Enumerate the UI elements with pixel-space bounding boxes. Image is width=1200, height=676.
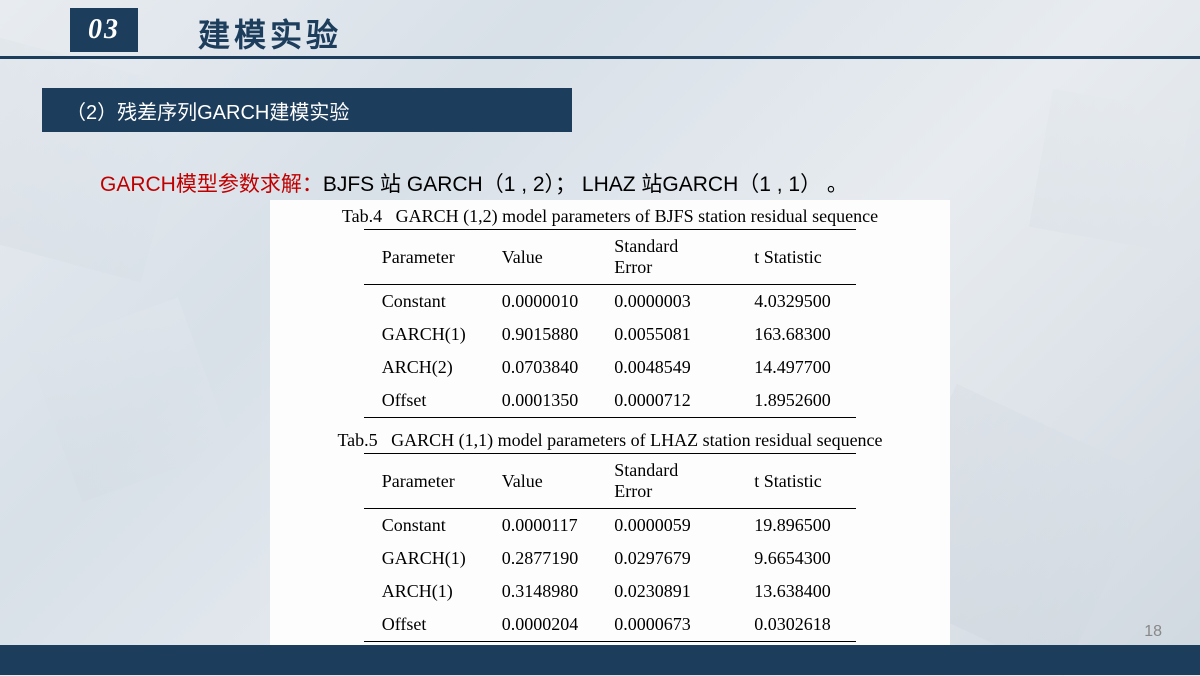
section-title: 建模实验	[198, 10, 342, 56]
table-row: Constant0.00001170.000005919.896500	[364, 509, 857, 543]
tables-container: Tab.4 GARCH (1,2) model parameters of BJ…	[270, 200, 950, 648]
table5-caption: Tab.5 GARCH (1,1) model parameters of LH…	[270, 424, 950, 453]
bg-decor	[1029, 89, 1191, 251]
page-number: 18	[1144, 623, 1162, 641]
table-row: GARCH(1)0.90158800.0055081163.68300	[364, 318, 857, 351]
table-row: Offset0.00002040.00006730.0302618	[364, 608, 857, 642]
table5-col-0: Parameter	[364, 454, 484, 509]
table5: Parameter Value Standard Error t Statist…	[364, 453, 857, 642]
table5-col-1: Value	[484, 454, 597, 509]
table4-col-2: Standard Error	[596, 230, 736, 285]
title-underline	[0, 56, 1200, 59]
table5-body: Constant0.00001170.000005919.896500 GARC…	[364, 509, 857, 642]
body-black: BJFS 站 GARCH（1 , 2）； LHAZ 站GARCH（1 , 1） …	[323, 173, 848, 196]
table4-body: Constant0.00000100.00000034.0329500 GARC…	[364, 285, 857, 418]
table-row: Offset0.00013500.00007121.8952600	[364, 384, 857, 418]
table4-col-0: Parameter	[364, 230, 484, 285]
table5-col-3: t Statistic	[736, 454, 856, 509]
subtitle-text: （2）残差序列GARCH建模实验	[66, 96, 349, 125]
slide-header: 03 建模实验	[0, 8, 1200, 56]
table-row: ARCH(2)0.07038400.004854914.497700	[364, 351, 857, 384]
table4-col-1: Value	[484, 230, 597, 285]
body-red: GARCH模型参数求解：	[100, 173, 323, 196]
table4-col-3: t Statistic	[736, 230, 856, 285]
section-number-box: 03	[70, 8, 138, 52]
bg-decor	[0, 38, 192, 283]
table4-label: Tab.4	[342, 206, 382, 226]
table4: Parameter Value Standard Error t Statist…	[364, 229, 857, 418]
bg-decor	[27, 297, 232, 502]
table4-caption-text: GARCH (1,2) model parameters of BJFS sta…	[396, 206, 878, 226]
table5-col-2: Standard Error	[596, 454, 736, 509]
section-number: 03	[88, 14, 120, 46]
table5-label: Tab.5	[337, 430, 377, 450]
body-text: GARCH模型参数求解：BJFS 站 GARCH（1 , 2）； LHAZ 站G…	[100, 168, 848, 198]
table5-caption-text: GARCH (1,1) model parameters of LHAZ sta…	[391, 430, 882, 450]
table4-caption: Tab.4 GARCH (1,2) model parameters of BJ…	[270, 200, 950, 229]
footer-bar	[0, 645, 1200, 675]
table-row: Constant0.00000100.00000034.0329500	[364, 285, 857, 319]
subtitle-bar: （2）残差序列GARCH建模实验	[42, 88, 572, 132]
table-row: GARCH(1)0.28771900.02976799.6654300	[364, 542, 857, 575]
table-row: ARCH(1)0.31489800.023089113.638400	[364, 575, 857, 608]
